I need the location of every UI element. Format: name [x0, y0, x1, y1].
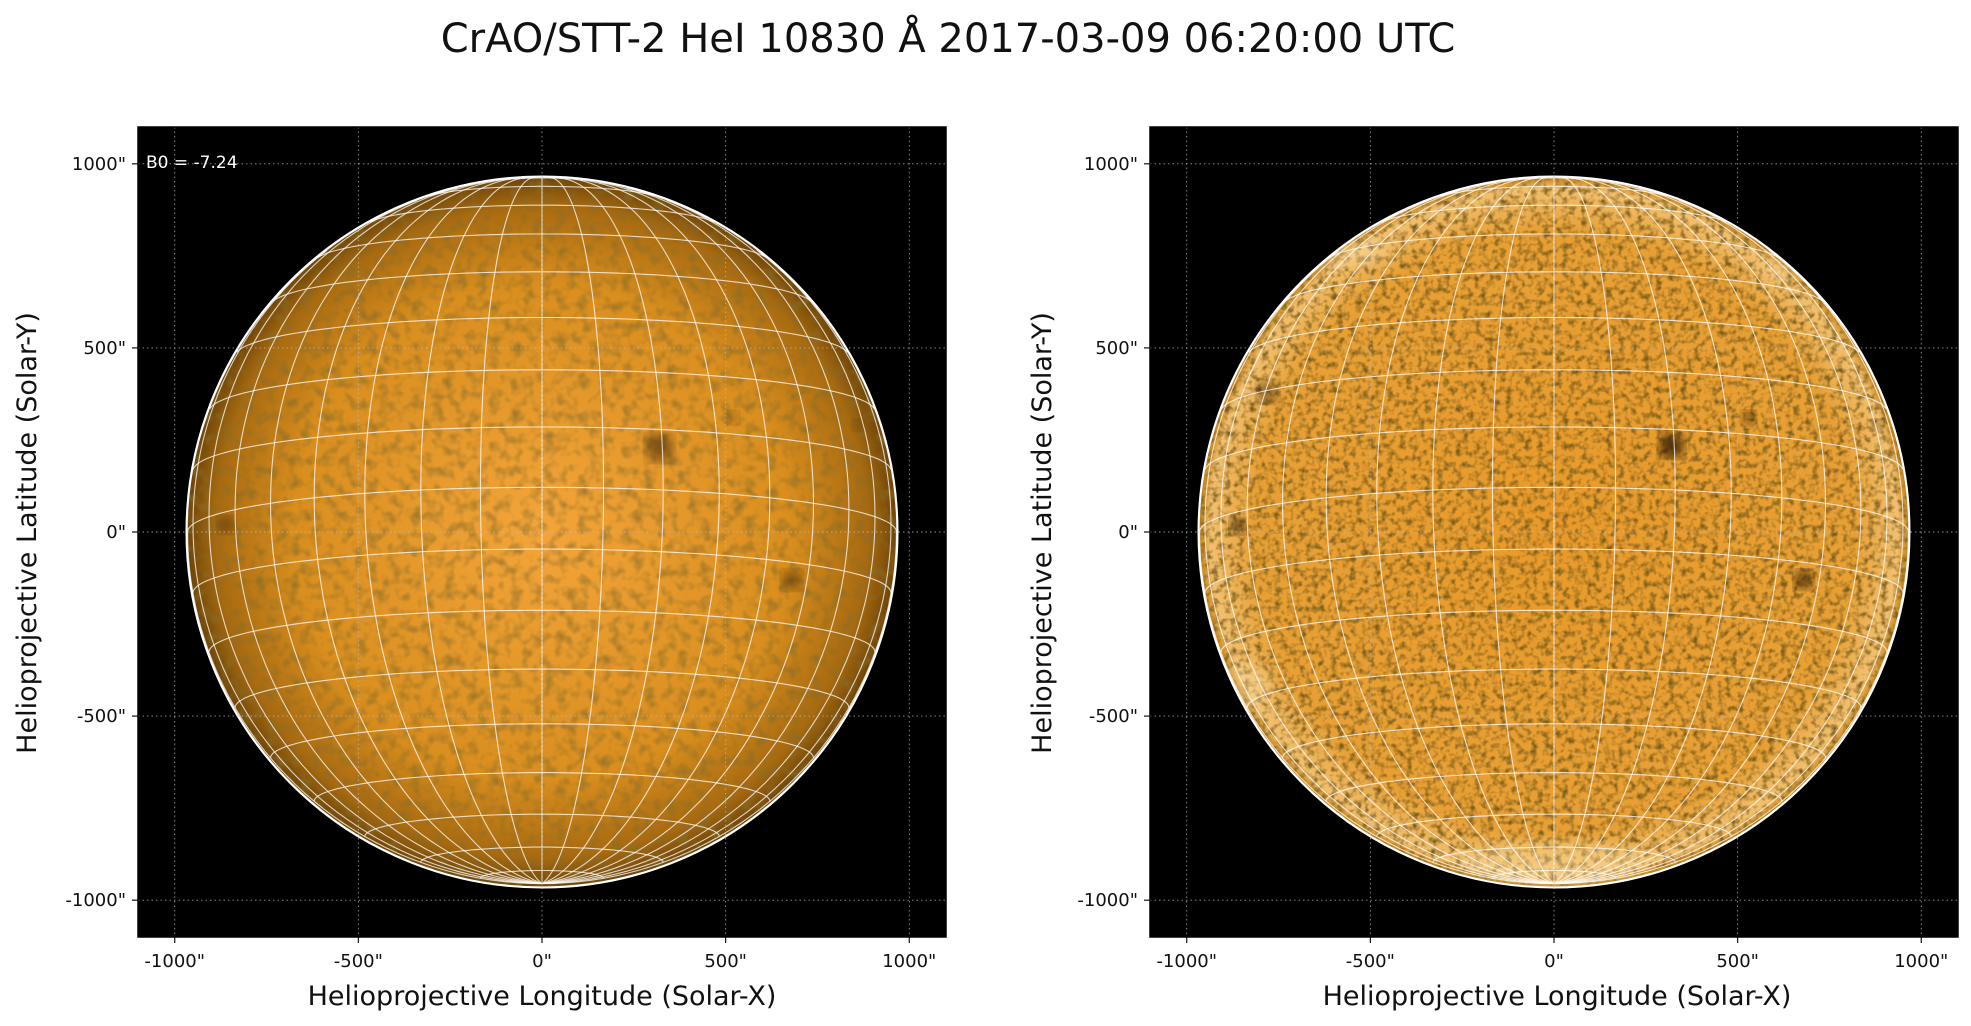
y-tick-label: 1000": [72, 154, 126, 175]
dark-feature: [1741, 410, 1756, 426]
y-tick-label: 500": [83, 338, 126, 359]
y-tick-label: 1000": [1084, 154, 1138, 175]
heliographic-grid-line: [1220, 609, 1888, 653]
x-tick-label: 500": [1716, 951, 1759, 972]
heliographic-grid-line: [541, 179, 771, 885]
heliographic-grid-line: [1553, 187, 1862, 885]
left-y-axis-label: Helioprojective Latitude (Solar-Y): [12, 312, 43, 754]
dark-feature: [217, 515, 235, 534]
heliographic-grid-line: [1381, 204, 1727, 223]
dark-feature: [1871, 419, 1884, 432]
heliographic-grid-line: [208, 609, 876, 653]
y-tick-label: 500": [1095, 338, 1138, 359]
dark-feature: [1794, 570, 1814, 590]
heliographic-grid-line: [1246, 668, 1862, 708]
heliographic-grid-line: [269, 723, 815, 759]
heliographic-grid-line: [234, 668, 850, 708]
heliographic-grid-line: [479, 177, 543, 885]
heliographic-grid-line: [541, 177, 605, 885]
y-tick-label: -1000": [65, 890, 126, 911]
heliographic-grid-line: [187, 531, 543, 885]
right-axis-ticks: -1000" -1000" -500" -500" 0" 0" 500" 500" 1000" 1…: [1077, 154, 1948, 972]
x-tick-label: 0": [532, 951, 552, 972]
figure-title: CrAO/STT-2 HeI 10830 Å 2017-03-09 06:20:…: [441, 14, 1456, 62]
x-tick-label: 1000": [882, 951, 936, 972]
heliographic-grid-line: [1553, 178, 1732, 885]
heliographic-grid-line: [209, 369, 875, 410]
heliographic-grid-line: [1246, 187, 1555, 885]
x-tick-label: 500": [704, 951, 747, 972]
heliographic-grid-line: [1553, 177, 1617, 885]
heliographic-grid-line: [1432, 177, 1555, 885]
dark-feature: [1610, 360, 1623, 373]
heliographic-grid-line: [541, 199, 876, 885]
heliographic-grid-line: [1329, 233, 1779, 259]
y-tick-label: -500": [1089, 706, 1138, 727]
heliographic-grid-line: [541, 249, 892, 885]
heliographic-grid-line: [1199, 531, 1555, 885]
dark-feature: [1256, 381, 1279, 404]
heliographic-grid-line: [541, 177, 664, 885]
heliographic-grid-line: [364, 813, 720, 837]
heliographic-grid-line: [192, 426, 892, 470]
left-b0-annotation: B0 = -7.24: [146, 153, 238, 173]
heliographic-grid-line: [541, 187, 850, 885]
right-y-axis-label: Helioprojective Latitude (Solar-Y): [1027, 312, 1058, 754]
x-tick-label: -1000": [144, 951, 205, 972]
heliographic-grid-line: [1221, 369, 1887, 410]
heliographic-grid-line: [1376, 813, 1732, 837]
dark-feature: [1230, 518, 1247, 535]
dark-feature: [1659, 432, 1685, 458]
heliographic-grid-line: [1204, 249, 1555, 885]
heliographic-grid-line: [192, 548, 892, 594]
heliographic-grid-line: [317, 233, 767, 259]
heliographic-grid-line: [192, 249, 543, 885]
heliographic-grid-line: [541, 178, 720, 885]
heliographic-grid-line: [313, 179, 543, 885]
heliographic-grid-line: [1325, 179, 1555, 885]
x-tick-label: -1000": [1156, 951, 1217, 972]
x-tick-label: -500": [1346, 951, 1395, 972]
x-tick-label: -500": [334, 951, 383, 972]
heliographic-grid-line: [364, 178, 543, 885]
heliographic-grid-line: [1325, 772, 1783, 802]
left-x-axis-label: Helioprojective Longitude (Solar-X): [308, 981, 777, 1012]
heliographic-grid-line: [313, 772, 771, 802]
right-x-axis-label: Helioprojective Longitude (Solar-X): [1323, 981, 1792, 1012]
heliographic-grid-line: [1220, 199, 1555, 885]
heliographic-grid-line: [1204, 548, 1904, 594]
x-tick-label: 0": [1544, 951, 1564, 972]
heliographic-grid-line: [541, 531, 897, 885]
heliographic-grid-line: [1553, 199, 1888, 885]
left-axis-ticks: -1000" -1000" -500" -500" 0" 0" 500" 500" 1000" 1…: [65, 154, 936, 972]
heliographic-grid-line: [369, 204, 715, 223]
dark-feature: [645, 433, 674, 462]
heliographic-grid-line: [1553, 177, 1676, 885]
heliographic-grid-line: [1491, 177, 1555, 885]
heliographic-grid-line: [1553, 531, 1909, 885]
dark-feature: [726, 411, 740, 425]
y-tick-label: 0": [1118, 522, 1138, 543]
dark-feature: [481, 604, 493, 615]
y-tick-label: 0": [106, 522, 126, 543]
y-tick-label: -1000": [1077, 890, 1138, 911]
heliographic-grid-line: [1204, 426, 1904, 470]
dark-feature: [1490, 607, 1501, 619]
y-tick-label: -500": [77, 706, 126, 727]
heliographic-grid-line: [1376, 178, 1555, 885]
dark-feature: [781, 569, 803, 591]
heliographic-grid-line: [234, 187, 543, 885]
heliographic-grid-line: [1281, 723, 1827, 759]
left-coordinate-grid: [137, 126, 947, 938]
right-solar-panel: -1000" -1000" -500" -500" 0" 0" 500" 500" 1000" 1…: [1027, 126, 1959, 1012]
heliographic-grid-line: [208, 199, 543, 885]
x-tick-label: 1000": [1894, 951, 1948, 972]
heliographic-grid-line: [1553, 179, 1783, 885]
dark-feature: [851, 419, 864, 432]
heliographic-grid-line: [1553, 249, 1904, 885]
heliographic-grid-line: [420, 177, 543, 885]
left-solar-panel: -1000" -1000" -500" -500" 0" 0" 500" 500" 1000" 1…: [12, 126, 947, 1012]
